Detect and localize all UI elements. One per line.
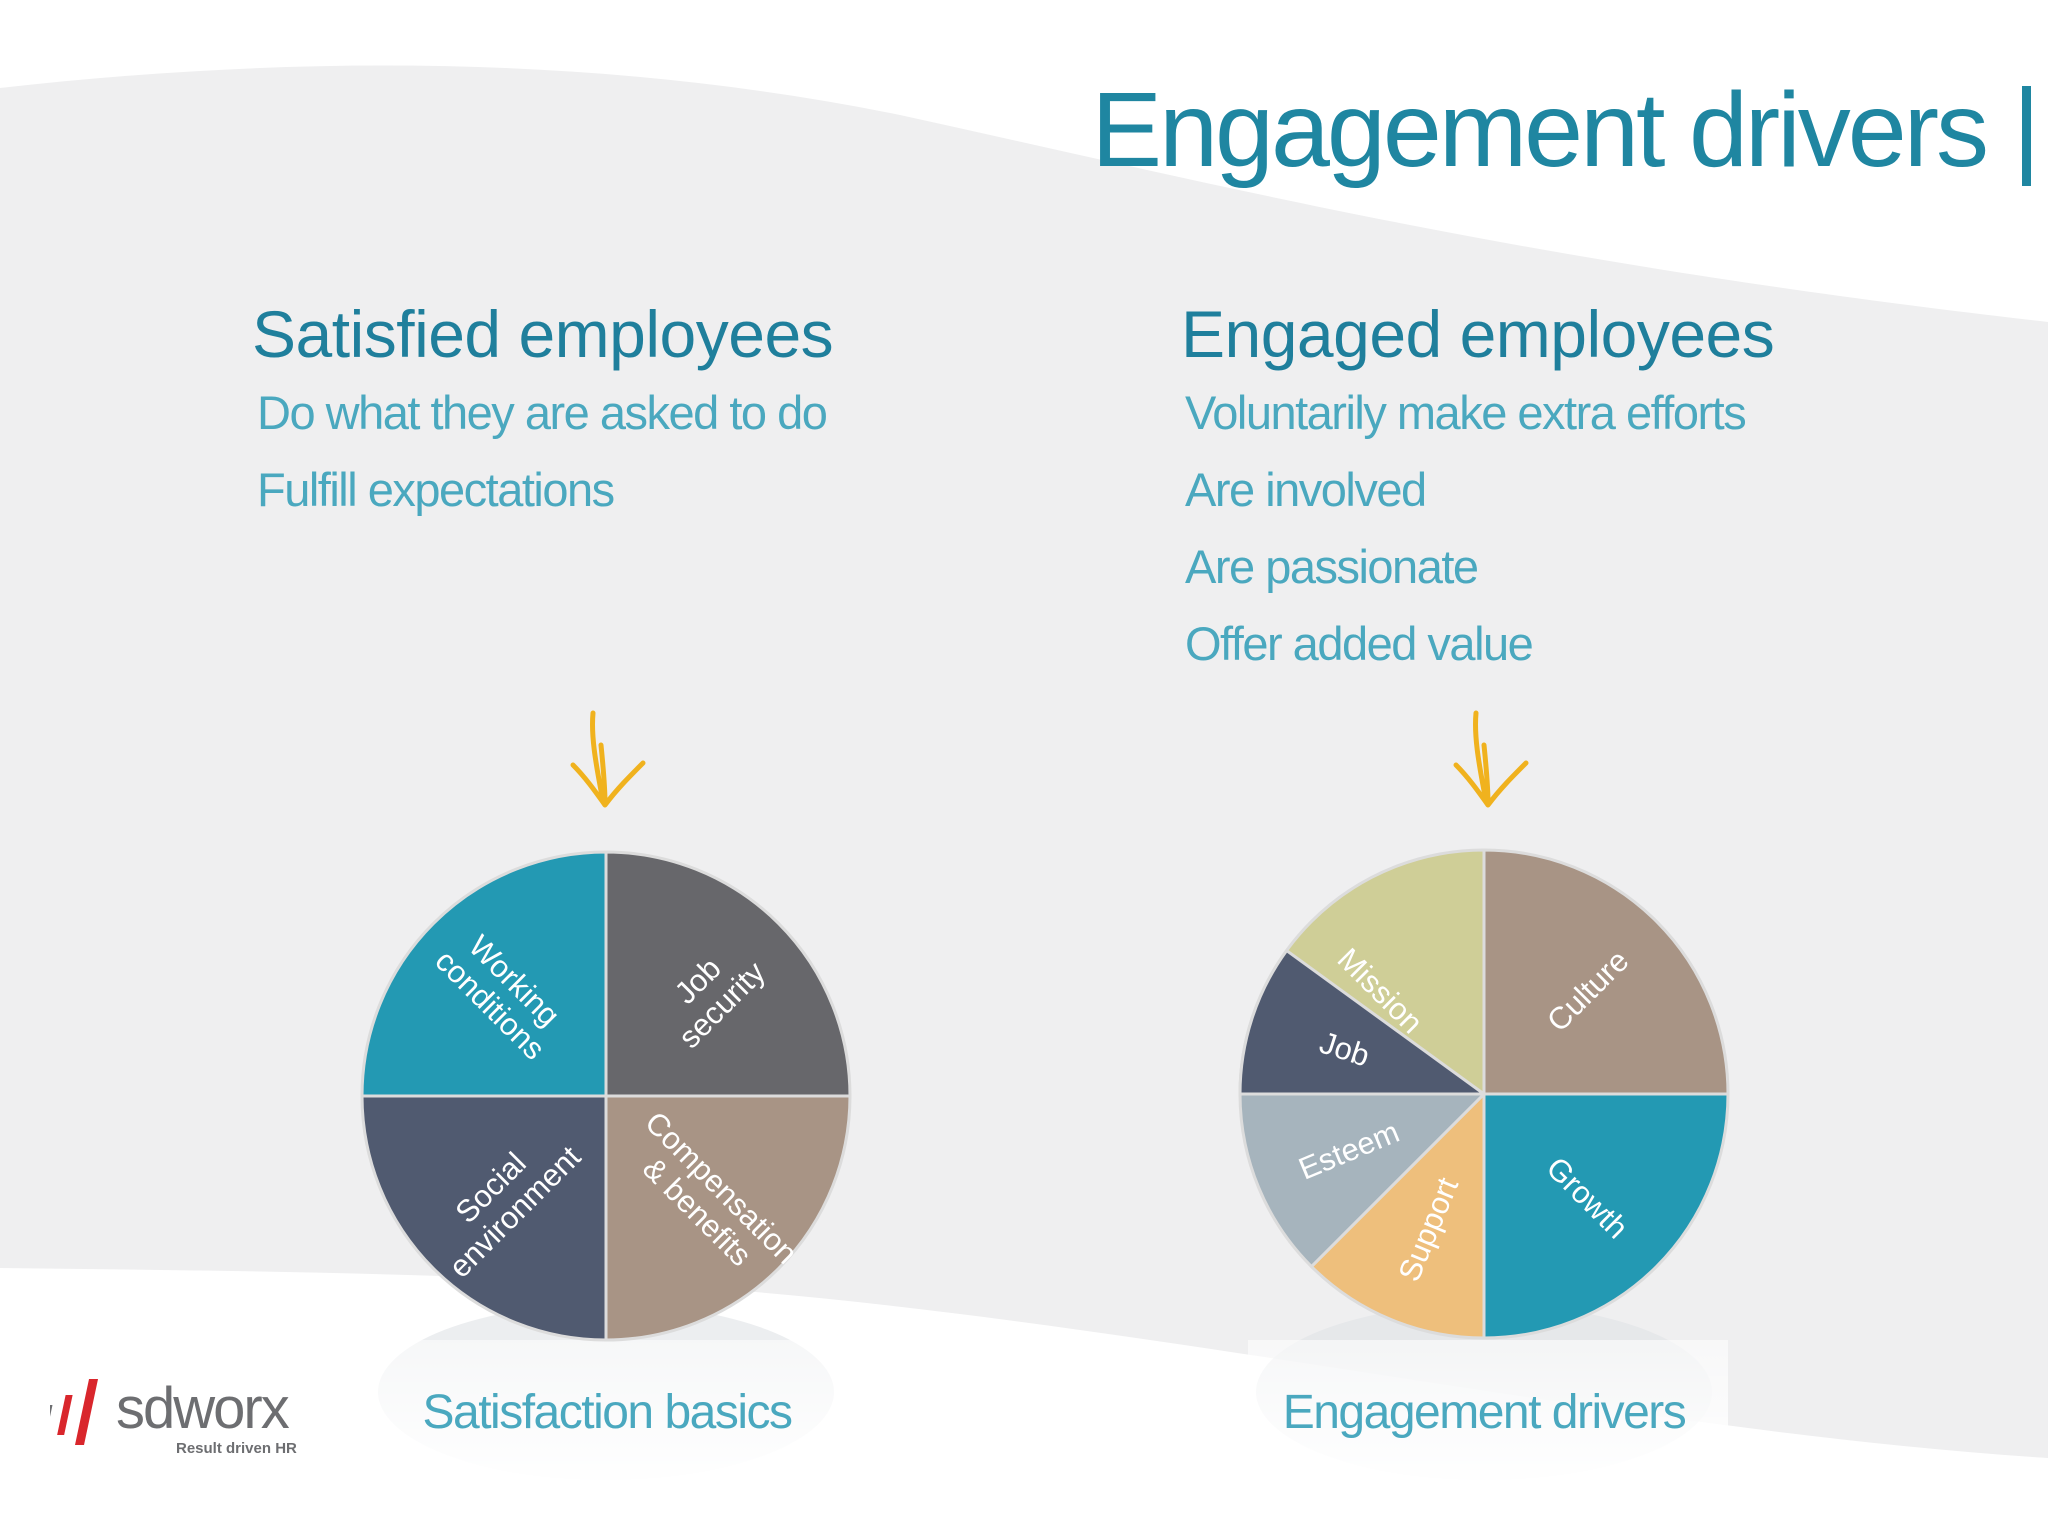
pie-segment (1309, 1090, 1486, 1340)
pie-segment (1238, 948, 1489, 1096)
pie-segment (604, 1094, 852, 1342)
pie-segment (604, 850, 852, 1098)
satisfaction-pie-segments: Workingconditions JobsecurityCompensation… (360, 850, 852, 1342)
engaged-point: Offer added value (1185, 617, 1534, 670)
engaged-heading: Engaged employees (1181, 297, 1775, 371)
pie-segment (360, 1094, 608, 1342)
satisfied-point: Do what they are asked to do (257, 386, 828, 439)
pie-segment (360, 850, 608, 1098)
satisfaction-caption: Satisfaction basics (422, 1386, 793, 1439)
engagement-caption: Engagement drivers (1282, 1386, 1687, 1439)
satisfied-heading: Satisfied employees (252, 297, 834, 371)
title-accent-bar (2022, 86, 2031, 186)
logo-stripe (74, 1379, 99, 1445)
satisfied-point: Fulfill expectations (257, 463, 615, 516)
sdworx-logo: sdworx Result driven HR (50, 1376, 297, 1457)
satisfaction-pie: Workingconditions JobsecurityCompensation… (360, 850, 852, 1342)
logo-stripe (50, 1405, 53, 1431)
logo-wordmark: sdworx (116, 1376, 290, 1441)
right-arrow-icon (1453, 710, 1529, 808)
pie-segment (1238, 1092, 1488, 1269)
left-arrow-icon (570, 710, 646, 808)
logo-tagline: Result driven HR (176, 1440, 297, 1457)
pie-segment (1482, 1092, 1730, 1340)
logo-stripe (57, 1395, 73, 1435)
pie-segment (1482, 848, 1730, 1096)
engaged-point: Are involved (1185, 463, 1427, 516)
engaged-point: Voluntarily make extra efforts (1185, 386, 1747, 439)
engaged-point: Are passionate (1185, 540, 1479, 593)
slide-title: Engagement drivers (1091, 71, 1989, 189)
